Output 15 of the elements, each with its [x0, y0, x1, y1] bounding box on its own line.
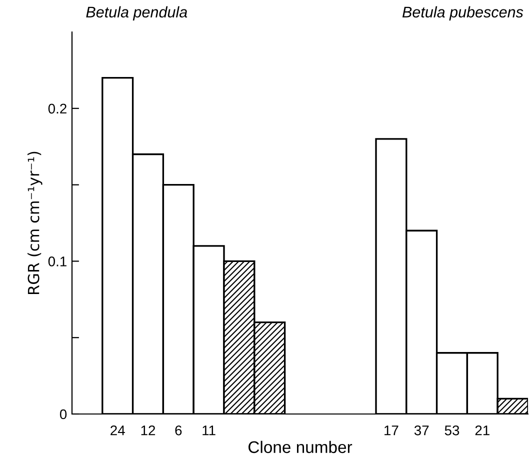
x-tick-label: 37 — [414, 425, 429, 436]
y-tick-label: 0 — [60, 409, 67, 420]
y-tick-label: 0.1 — [48, 256, 66, 266]
text: Betula pendula — [86, 6, 188, 21]
text: Betula pubescens — [402, 6, 524, 21]
x-tick-label: 53 — [444, 425, 460, 436]
x-axis-title: Clone number — [248, 440, 352, 454]
x-tick-label: 24 — [110, 425, 125, 436]
x-tick-label: 11 — [202, 426, 216, 436]
y-axis-title: RGR (cm cm⁻¹yr⁻¹) — [28, 152, 42, 294]
x-tick-label: 12 — [141, 425, 156, 436]
x-tick-label: 21 — [475, 425, 490, 436]
y-tick-label: 0.2 — [48, 104, 66, 114]
x-tick-label: 6 — [175, 425, 182, 436]
x-tick-label: 17 — [384, 426, 398, 436]
